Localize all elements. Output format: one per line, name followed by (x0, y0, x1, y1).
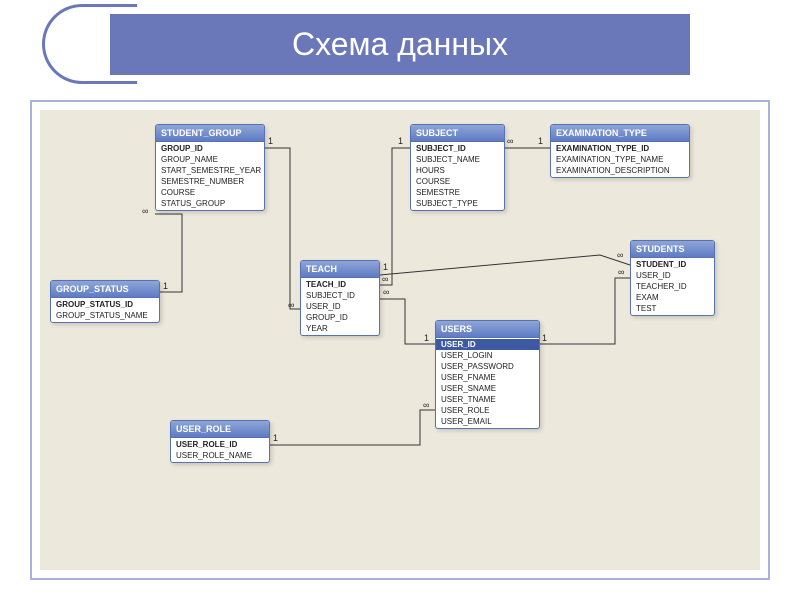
field[interactable]: GROUP_ID (301, 312, 379, 323)
relationship-lines (40, 110, 760, 570)
field[interactable]: USER_ROLE_NAME (171, 450, 269, 461)
cardinality-label: ∞ (382, 274, 388, 284)
cardinality-label: ∞ (507, 136, 513, 146)
entity-teach[interactable]: TEACHTEACH_IDSUBJECT_IDUSER_IDGROUP_IDYE… (300, 260, 380, 336)
cardinality-label: 1 (398, 136, 403, 146)
field[interactable]: STATUS_GROUP (156, 198, 264, 209)
entity-body: STUDENT_IDUSER_IDTEACHER_IDEXAMTEST (631, 258, 714, 315)
entity-header: STUDENT_GROUP (156, 125, 264, 142)
field[interactable]: TEACHER_ID (631, 281, 714, 292)
cardinality-label: 1 (383, 262, 388, 272)
cardinality-label: 1 (163, 281, 168, 291)
field[interactable]: USER_ID (436, 339, 539, 350)
field[interactable]: SUBJECT_ID (301, 290, 379, 301)
field[interactable]: USER_SNAME (436, 383, 539, 394)
field[interactable]: USER_TNAME (436, 394, 539, 405)
cardinality-label: ∞ (618, 267, 624, 277)
field[interactable]: USER_LOGIN (436, 350, 539, 361)
field[interactable]: EXAM (631, 292, 714, 303)
field[interactable]: YEAR (301, 323, 379, 334)
cardinality-label: ∞ (142, 206, 148, 216)
field[interactable]: USER_FNAME (436, 372, 539, 383)
field[interactable]: EXAMINATION_TYPE_ID (551, 143, 689, 154)
cardinality-label: ∞ (423, 400, 429, 410)
entity-header: USER_ROLE (171, 421, 269, 438)
entity-body: SUBJECT_IDSUBJECT_NAMEHOURSCOURSESEMESTR… (411, 142, 504, 210)
field[interactable]: START_SEMESTRE_YEAR (156, 165, 264, 176)
entity-body: GROUP_IDGROUP_NAMESTART_SEMESTRE_YEARSEM… (156, 142, 264, 210)
field[interactable]: TEACH_ID (301, 279, 379, 290)
field[interactable]: USER_ROLE_ID (171, 439, 269, 450)
field[interactable]: SEMESTRE (411, 187, 504, 198)
field[interactable]: USER_ID (631, 270, 714, 281)
field[interactable]: GROUP_ID (156, 143, 264, 154)
entity-body: USER_IDUSER_LOGINUSER_PASSWORDUSER_FNAME… (436, 338, 539, 428)
entity-body: TEACH_IDSUBJECT_IDUSER_IDGROUP_IDYEAR (301, 278, 379, 335)
cardinality-label: 1 (542, 333, 547, 343)
entity-header: SUBJECT (411, 125, 504, 142)
cardinality-label: ∞ (617, 250, 623, 260)
entity-body: EXAMINATION_TYPE_IDEXAMINATION_TYPE_NAME… (551, 142, 689, 177)
field[interactable]: GROUP_NAME (156, 154, 264, 165)
field[interactable]: USER_ROLE (436, 405, 539, 416)
field[interactable]: STUDENT_ID (631, 259, 714, 270)
field[interactable]: SUBJECT_TYPE (411, 198, 504, 209)
cardinality-label: 1 (268, 136, 273, 146)
entity-header: TEACH (301, 261, 379, 278)
field[interactable]: TEST (631, 303, 714, 314)
field[interactable]: SUBJECT_NAME (411, 154, 504, 165)
entity-subject[interactable]: SUBJECTSUBJECT_IDSUBJECT_NAMEHOURSCOURSE… (410, 124, 505, 211)
entity-group_status[interactable]: GROUP_STATUSGROUP_STATUS_IDGROUP_STATUS_… (50, 280, 160, 323)
field[interactable]: USER_PASSWORD (436, 361, 539, 372)
cardinality-label: 1 (273, 433, 278, 443)
cardinality-label: 1 (424, 333, 429, 343)
entity-header: EXAMINATION_TYPE (551, 125, 689, 142)
field[interactable]: SEMESTRE_NUMBER (156, 176, 264, 187)
field[interactable]: USER_ID (301, 301, 379, 312)
entity-header: STUDENTS (631, 241, 714, 258)
entity-student_group[interactable]: STUDENT_GROUPGROUP_IDGROUP_NAMESTART_SEM… (155, 124, 265, 211)
entity-users[interactable]: USERSUSER_IDUSER_LOGINUSER_PASSWORDUSER_… (435, 320, 540, 429)
entity-header: USERS (436, 321, 539, 338)
field[interactable]: COURSE (156, 187, 264, 198)
entity-body: GROUP_STATUS_IDGROUP_STATUS_NAME (51, 298, 159, 322)
title-bar: Схема данных (0, 0, 800, 88)
er-canvas: STUDENT_GROUPGROUP_IDGROUP_NAMESTART_SEM… (40, 110, 760, 570)
entity-body: USER_ROLE_IDUSER_ROLE_NAME (171, 438, 269, 462)
page-title: Схема данных (110, 14, 690, 75)
field[interactable]: EXAMINATION_TYPE_NAME (551, 154, 689, 165)
field[interactable]: USER_EMAIL (436, 416, 539, 427)
entity-examination_type[interactable]: EXAMINATION_TYPEEXAMINATION_TYPE_IDEXAMI… (550, 124, 690, 178)
entity-header: GROUP_STATUS (51, 281, 159, 298)
entity-students[interactable]: STUDENTSSTUDENT_IDUSER_IDTEACHER_IDEXAMT… (630, 240, 715, 316)
entity-user_role[interactable]: USER_ROLEUSER_ROLE_IDUSER_ROLE_NAME (170, 420, 270, 463)
field[interactable]: EXAMINATION_DESCRIPTION (551, 165, 689, 176)
cardinality-label: 1 (538, 136, 543, 146)
field[interactable]: GROUP_STATUS_ID (51, 299, 159, 310)
field[interactable]: HOURS (411, 165, 504, 176)
field[interactable]: SUBJECT_ID (411, 143, 504, 154)
field[interactable]: GROUP_STATUS_NAME (51, 310, 159, 321)
cardinality-label: ∞ (288, 300, 294, 310)
diagram-frame: STUDENT_GROUPGROUP_IDGROUP_NAMESTART_SEM… (30, 100, 770, 580)
field[interactable]: COURSE (411, 176, 504, 187)
cardinality-label: ∞ (383, 287, 389, 297)
